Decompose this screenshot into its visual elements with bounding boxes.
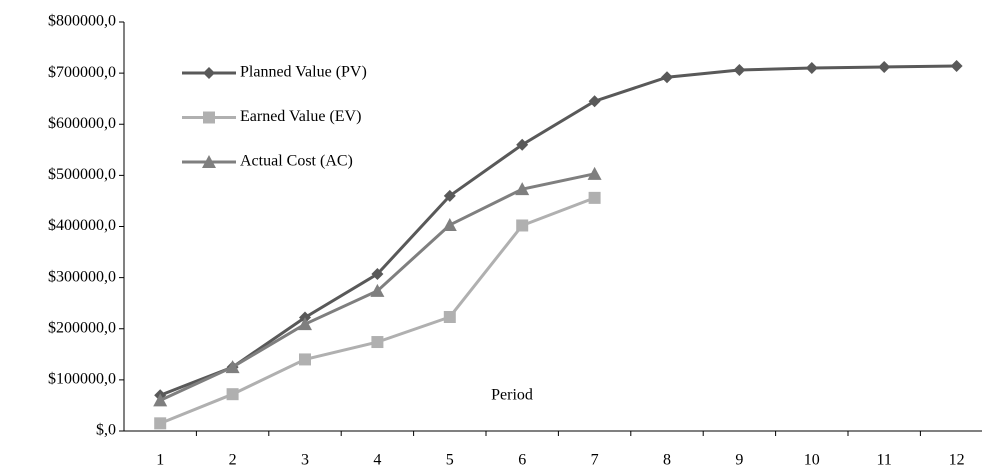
- y-tick-label: $200000,0: [48, 319, 116, 336]
- y-tick-label: $600000,0: [48, 115, 116, 132]
- y-tick-label: $300000,0: [48, 268, 116, 285]
- legend-label: Actual Cost (AC): [240, 153, 353, 170]
- marker: [661, 71, 673, 84]
- marker: [370, 283, 385, 297]
- series-line: [159, 64, 957, 397]
- marker: [226, 388, 239, 401]
- x-tick-label: 1: [156, 452, 164, 469]
- x-tick-label: 11: [876, 452, 891, 469]
- marker: [805, 62, 818, 75]
- marker: [203, 111, 215, 124]
- marker: [588, 95, 601, 108]
- marker: [442, 217, 457, 231]
- marker: [515, 182, 530, 196]
- legend-label: Earned Value (EV): [240, 108, 361, 125]
- x-tick-label: 4: [373, 452, 381, 469]
- y-tick-label: $500000,0: [48, 166, 116, 183]
- marker: [733, 64, 746, 77]
- marker: [516, 219, 529, 232]
- marker: [371, 336, 384, 349]
- legend-label: Planned Value (PV): [240, 64, 367, 81]
- marker: [225, 360, 240, 374]
- y-tick-label: $400000,0: [48, 217, 116, 234]
- marker: [299, 353, 311, 366]
- x-tick-label: 2: [229, 452, 237, 469]
- x-tick-label: 6: [518, 452, 526, 469]
- y-tick-label: $100000,0: [48, 371, 116, 388]
- marker: [950, 59, 963, 72]
- x-tick-label: 8: [663, 452, 671, 469]
- x-tick-label: 12: [949, 452, 965, 469]
- marker: [154, 417, 167, 430]
- marker: [516, 138, 529, 151]
- marker: [588, 191, 601, 204]
- x-tick-label: 7: [591, 452, 599, 469]
- x-tick-label: 5: [446, 452, 454, 469]
- y-tick-label: $700000,0: [48, 64, 116, 81]
- marker: [298, 317, 312, 331]
- x-tick-label: 10: [804, 452, 820, 469]
- y-tick-label: $800000,0: [48, 13, 116, 30]
- y-tick-label: $,0: [96, 422, 116, 439]
- x-tick-label: 9: [735, 452, 743, 469]
- marker: [878, 60, 891, 73]
- marker: [202, 155, 216, 168]
- marker: [443, 310, 456, 323]
- annotation: Period: [491, 387, 533, 404]
- marker: [203, 67, 215, 79]
- marker: [371, 268, 384, 281]
- x-tick-label: 3: [301, 452, 309, 469]
- marker: [443, 189, 456, 202]
- marker: [153, 393, 168, 407]
- marker: [587, 166, 602, 180]
